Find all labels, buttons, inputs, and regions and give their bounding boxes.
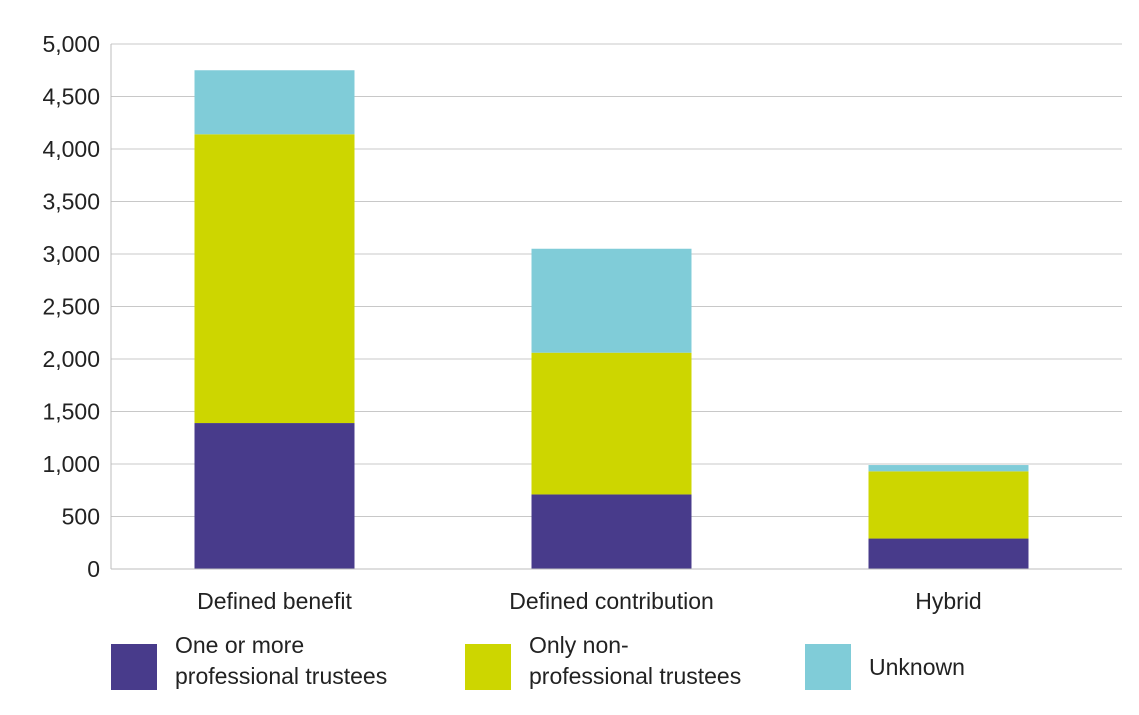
y-tick-label: 0: [87, 556, 100, 582]
x-tick-label: Defined benefit: [197, 588, 352, 614]
y-tick-label: 500: [62, 504, 100, 530]
legend-label-line2: professional trustees: [529, 663, 742, 689]
bar-professional: [194, 423, 355, 569]
y-tick-label: 2,000: [42, 346, 100, 372]
legend-label-non-professional: Only non- professional trustees: [529, 630, 809, 692]
x-tick-label: Defined contribution: [509, 588, 714, 614]
legend-item-unknown: Unknown: [805, 630, 1139, 690]
legend: One or more professional trustees Only n…: [0, 630, 1139, 710]
bar-professional: [868, 538, 1029, 569]
bar-non-professional: [868, 471, 1029, 539]
legend-swatch-non-professional: [465, 644, 511, 690]
bar-unknown: [531, 248, 692, 353]
bars: [194, 70, 1029, 569]
bar-unknown: [868, 465, 1029, 472]
y-tick-label: 5,000: [42, 31, 100, 57]
legend-label-line1: Unknown: [869, 654, 965, 680]
x-axis: Defined benefit Defined contribution Hybri…: [111, 568, 1122, 614]
y-tick-label: 2,500: [42, 294, 100, 320]
legend-item-non-professional: Only non- professional trustees: [465, 630, 809, 692]
legend-label-line1: Only non-: [529, 632, 629, 658]
y-tick-label: 4,500: [42, 84, 100, 110]
y-tick-label: 4,000: [42, 136, 100, 162]
bar-professional: [531, 494, 692, 569]
legend-item-professional: One or more professional trustees: [111, 630, 455, 692]
y-axis: 0 500 1,000 1,500 2,000 2,500 3,000 3,500 4,000 4…: [42, 31, 112, 582]
legend-label-unknown: Unknown: [869, 652, 1139, 683]
y-tick-label: 3,000: [42, 241, 100, 267]
y-tick-label: 1,500: [42, 399, 100, 425]
bar-unknown: [194, 70, 355, 135]
legend-label-line1: One or more: [175, 632, 305, 658]
legend-label-professional: One or more professional trustees: [175, 630, 455, 692]
y-tick-label: 1,000: [42, 451, 100, 477]
legend-swatch-unknown: [805, 644, 851, 690]
x-tick-label: Hybrid: [915, 588, 981, 614]
y-tick-label: 3,500: [42, 189, 100, 215]
bar-non-professional: [531, 352, 692, 495]
legend-label-line2: professional trustees: [175, 663, 388, 689]
bar-non-professional: [194, 134, 355, 424]
legend-swatch-professional: [111, 644, 157, 690]
